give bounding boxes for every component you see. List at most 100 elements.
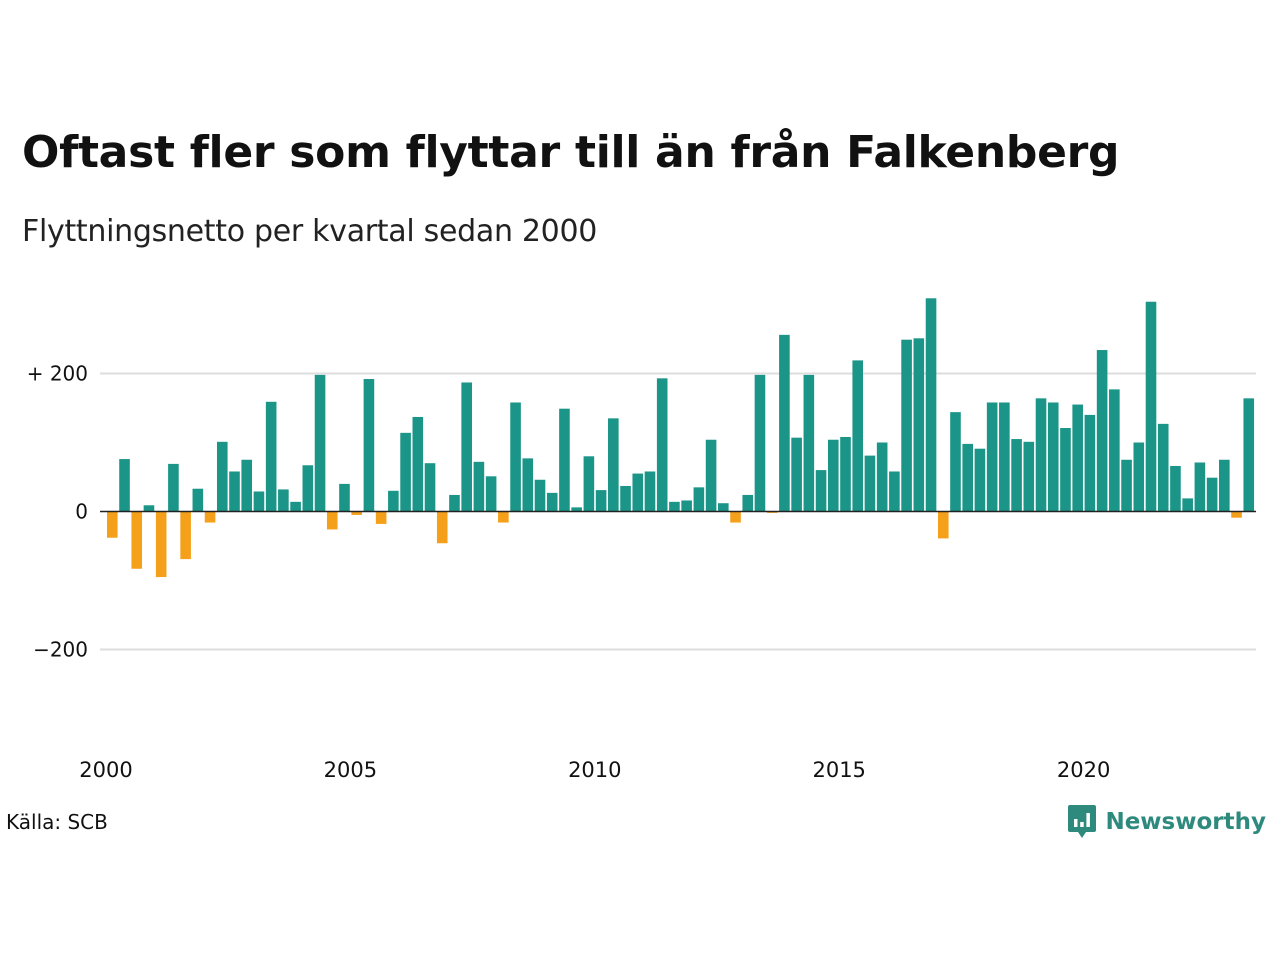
bar xyxy=(461,382,472,512)
bar xyxy=(1170,465,1181,512)
bar xyxy=(889,471,900,512)
x-tick-label: 2010 xyxy=(568,758,621,782)
bar xyxy=(326,511,338,530)
bar xyxy=(681,500,692,512)
bar xyxy=(693,487,705,512)
bar xyxy=(1231,511,1242,518)
bar xyxy=(974,448,986,512)
bar xyxy=(742,494,754,512)
bar xyxy=(522,458,534,512)
bar xyxy=(571,507,582,512)
bar xyxy=(424,463,436,512)
bar xyxy=(925,298,937,512)
newsworthy-logo-icon xyxy=(1068,805,1097,838)
bar xyxy=(950,412,961,512)
bar xyxy=(754,374,766,512)
bar xyxy=(388,490,399,512)
x-tick-label: 2005 xyxy=(324,758,377,782)
bar xyxy=(253,491,265,512)
bar xyxy=(986,402,998,512)
bar xyxy=(302,465,314,512)
bar xyxy=(498,511,509,523)
chart-subtitle: Flyttningsnetto per kvartal sedan 2000 xyxy=(22,214,598,249)
bar xyxy=(143,505,155,512)
bar xyxy=(510,402,521,512)
chart-title: Oftast fler som flyttar till än från Fal… xyxy=(22,127,1120,178)
bar xyxy=(131,511,143,569)
bar xyxy=(876,442,888,512)
bar xyxy=(1072,404,1083,512)
bar xyxy=(375,511,387,524)
bar xyxy=(1084,414,1096,512)
bar xyxy=(620,485,631,512)
x-tick-label: 2015 xyxy=(812,758,865,782)
bar xyxy=(913,338,925,512)
bar xyxy=(852,360,864,512)
bar xyxy=(730,511,741,523)
bar xyxy=(901,339,912,512)
y-tick-label: + 200 xyxy=(27,362,88,386)
bar xyxy=(1047,402,1059,512)
bar xyxy=(1145,301,1157,512)
bar xyxy=(999,402,1010,512)
bar xyxy=(473,461,485,512)
bar xyxy=(1035,398,1047,512)
bar xyxy=(363,379,375,512)
bar xyxy=(595,490,607,512)
y-tick-label: −200 xyxy=(33,638,88,662)
bar xyxy=(864,455,876,512)
bar xyxy=(962,443,973,512)
bar xyxy=(534,479,546,512)
brand-name: Newsworthy xyxy=(1105,809,1266,835)
bar xyxy=(290,501,301,512)
bar xyxy=(412,416,424,512)
gridlines xyxy=(100,372,1256,651)
bar xyxy=(155,511,167,578)
bar xyxy=(608,418,619,512)
bar xyxy=(436,511,448,544)
bar xyxy=(1011,439,1022,512)
bar xyxy=(705,439,717,512)
source-note: Källa: SCB xyxy=(6,810,108,834)
x-tick-label: 2000 xyxy=(79,758,132,782)
bar xyxy=(632,473,644,512)
y-tick-labels: + 200 0 −200 xyxy=(27,362,88,662)
bars xyxy=(107,298,1255,578)
bar xyxy=(449,494,460,512)
bar xyxy=(779,334,790,512)
bar xyxy=(559,408,570,512)
bar xyxy=(107,511,118,538)
bar xyxy=(1157,423,1169,512)
bar xyxy=(583,456,595,512)
bar xyxy=(1133,442,1145,512)
bar xyxy=(278,489,289,512)
x-tick-label: 2020 xyxy=(1057,758,1110,782)
bar xyxy=(351,511,362,515)
bar xyxy=(241,459,253,512)
y-tick-label: 0 xyxy=(75,500,88,524)
bar xyxy=(669,501,680,512)
bar xyxy=(400,432,411,512)
bar xyxy=(204,511,216,523)
bar xyxy=(1182,498,1193,512)
bar xyxy=(791,437,802,512)
bar xyxy=(180,511,191,560)
bar xyxy=(119,459,130,512)
bar xyxy=(1060,428,1071,512)
bar xyxy=(546,492,558,512)
bar xyxy=(840,436,851,512)
bar xyxy=(815,470,827,512)
bar xyxy=(1243,398,1255,512)
x-tick-labels: 2000 2005 2010 2015 2020 xyxy=(79,758,1110,782)
bar xyxy=(485,476,497,512)
bar xyxy=(229,471,240,512)
bar xyxy=(1219,459,1230,512)
bar xyxy=(192,488,204,512)
bar xyxy=(1109,389,1120,512)
bar xyxy=(1023,441,1035,512)
bar xyxy=(1206,477,1218,512)
bar xyxy=(656,378,668,512)
brand-logo: Newsworthy xyxy=(1067,804,1266,840)
bar xyxy=(644,471,656,512)
bar xyxy=(339,483,350,512)
